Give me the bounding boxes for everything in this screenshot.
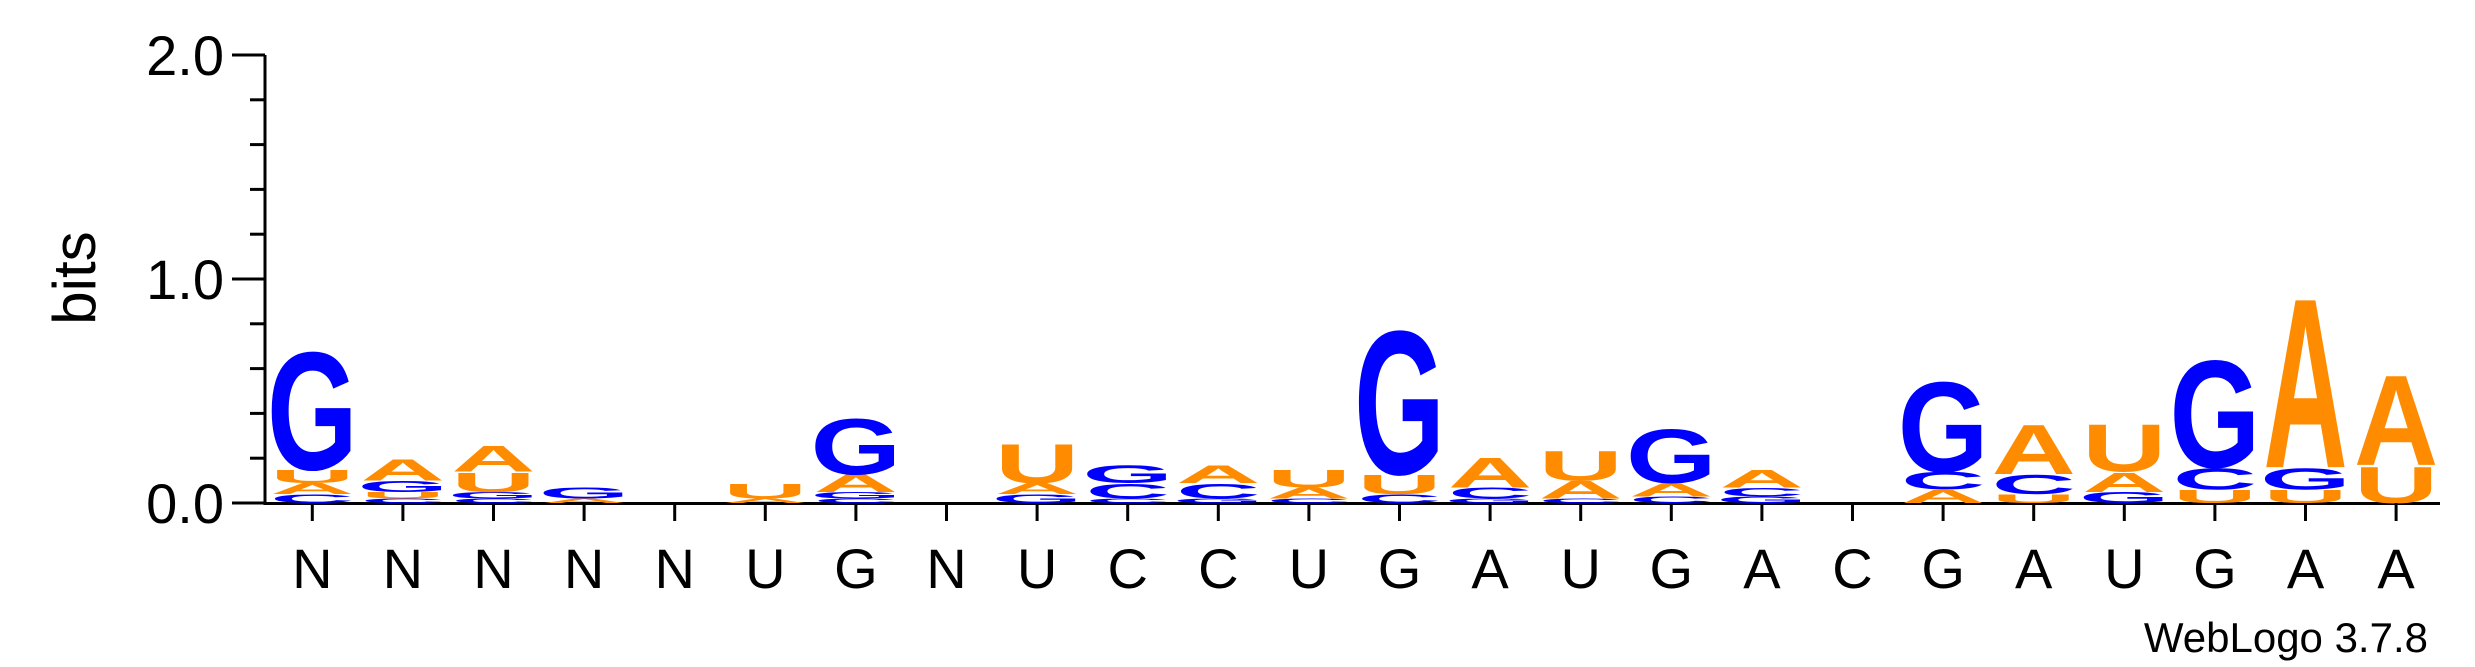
logo-letter-c: C <box>1086 497 1170 504</box>
logo-letter-a: A <box>1629 480 1713 501</box>
logo-letter-u: U <box>1539 442 1623 490</box>
position-label: N <box>383 537 423 600</box>
logo-letter-c: C <box>1539 497 1623 504</box>
position-label: G <box>1378 537 1422 600</box>
logo-letter-u: U <box>1357 469 1441 500</box>
position-label: A <box>1743 537 1781 600</box>
logo-letter-u: U <box>995 433 1079 495</box>
logo-letter-c: C <box>2173 462 2257 496</box>
logo-letter-u: U <box>1992 492 2076 506</box>
position-label: N <box>292 537 332 600</box>
logo-letter-g: G <box>1626 414 1717 499</box>
position-label: C <box>1198 537 1238 600</box>
position-label: N <box>654 537 694 600</box>
position-label: N <box>473 537 513 600</box>
logo-letter-g: G <box>267 317 358 505</box>
logo-letter-a: A <box>995 480 1079 497</box>
position-label: A <box>2015 537 2053 600</box>
logo-letter-a: A <box>723 497 807 504</box>
logo-letter-a: A <box>1992 411 2076 489</box>
logo-letter-u: U <box>270 466 354 487</box>
logo-letter-a: A <box>1901 486 1985 507</box>
logo-letter-g: G <box>2079 489 2170 506</box>
logo-letter-c: C <box>1086 479 1170 503</box>
position-label: A <box>2377 537 2415 600</box>
logo-letter-c: C <box>1720 485 1804 499</box>
logo-letter-c: C <box>1901 467 1985 494</box>
y-axis-ticks: 0.0 1.0 2.0 <box>146 24 265 535</box>
position-label: U <box>1560 537 1600 600</box>
logo-letter-a: A <box>1176 461 1260 488</box>
position-label: N <box>926 537 966 600</box>
position-label: U <box>1289 537 1329 600</box>
logo-letter-u: U <box>2082 411 2166 486</box>
logo-letter-c: C <box>1448 485 1532 502</box>
position-label: A <box>2287 537 2325 600</box>
logo-letter-a: A <box>1267 485 1351 502</box>
position-label: G <box>834 537 878 600</box>
logo-letter-g: G <box>448 490 539 500</box>
y-axis-title: bits <box>41 231 108 324</box>
position-label: G <box>1650 537 1694 600</box>
logo-letter-g: G <box>1082 461 1173 488</box>
logo-letter-a: A <box>270 480 354 497</box>
position-label: C <box>1107 537 1147 600</box>
logo-letter-g: G <box>811 490 902 500</box>
logo-letter-u: U <box>2263 486 2347 507</box>
logo-letter-a: A <box>2354 350 2438 494</box>
y-tick-label: 1.0 <box>146 248 224 311</box>
logo-letter-c: C <box>270 492 354 506</box>
logo-letter-g: G <box>1173 497 1264 504</box>
logo-letter-c: C <box>1176 479 1260 503</box>
logo-letter-c: C <box>1357 492 1441 506</box>
logo-letter-u: U <box>723 479 807 503</box>
position-label: A <box>1471 537 1509 600</box>
position-label: U <box>745 537 785 600</box>
logo-letter-c: C <box>361 497 445 504</box>
logo-letter-g: G <box>2260 462 2351 496</box>
logo-letter-a: A <box>451 439 535 480</box>
position-label: U <box>1017 537 1057 600</box>
logo-letter-a: A <box>1539 476 1623 503</box>
y-tick-label: 0.0 <box>146 472 224 535</box>
logo-letter-g: G <box>1354 289 1445 518</box>
position-label: C <box>1832 537 1872 600</box>
logo-letter-g: G <box>2170 329 2261 500</box>
logo-letter-a: A <box>1448 448 1532 496</box>
logo-letter-a: A <box>361 453 445 487</box>
credit-label: WebLogo 3.7.8 <box>2144 614 2428 661</box>
logo-letter-u: U <box>1267 465 1351 492</box>
logo-letter-u: U <box>361 490 445 500</box>
logo-letter-g: G <box>358 478 449 495</box>
logo-letter-a: A <box>1720 465 1804 492</box>
logo-letter-u: U <box>451 467 535 498</box>
position-label: G <box>2193 537 2237 600</box>
logo-letter-g: G <box>1898 356 1989 500</box>
logo-letter-a: A <box>2082 467 2166 498</box>
logo-letter-c: C <box>1629 495 1713 505</box>
logo-letter-a: A <box>2263 249 2347 519</box>
logo-letter-c: C <box>451 497 535 504</box>
logo-letter-a: A <box>542 497 626 504</box>
logo-letter-c: C <box>814 497 898 504</box>
logo-letter-g: G <box>811 403 902 492</box>
y-axis: bits WebLogo 3.7.8 <box>41 55 2440 661</box>
logo-letter-g: G <box>539 485 630 502</box>
y-tick-label: 2.0 <box>146 24 224 87</box>
logo-letter-c: C <box>1992 469 2076 500</box>
logo-letter-g: G <box>1717 495 1808 505</box>
logo-letter-c: C <box>1267 497 1351 504</box>
position-label: U <box>2104 537 2144 600</box>
logo-letter-u: U <box>2173 486 2257 507</box>
logo-letter-g: G <box>1445 497 1536 504</box>
position-label: G <box>1921 537 1965 600</box>
logo-letter-a: A <box>814 470 898 497</box>
logo-letter-g: G <box>992 492 1083 506</box>
position-label: N <box>564 537 604 600</box>
